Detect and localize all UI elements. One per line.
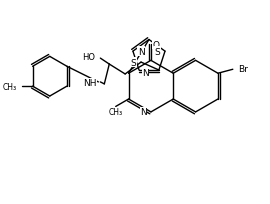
Text: HO: HO [82, 52, 95, 61]
Text: S: S [154, 47, 160, 56]
Text: Br: Br [238, 64, 248, 73]
Text: O: O [152, 41, 159, 50]
Text: N: N [138, 47, 145, 56]
Text: NH: NH [83, 79, 96, 88]
Text: N: N [140, 108, 147, 117]
Text: S: S [130, 58, 136, 67]
Text: N: N [142, 69, 149, 78]
Text: CH₃: CH₃ [3, 82, 17, 91]
Text: CH₃: CH₃ [109, 107, 123, 116]
